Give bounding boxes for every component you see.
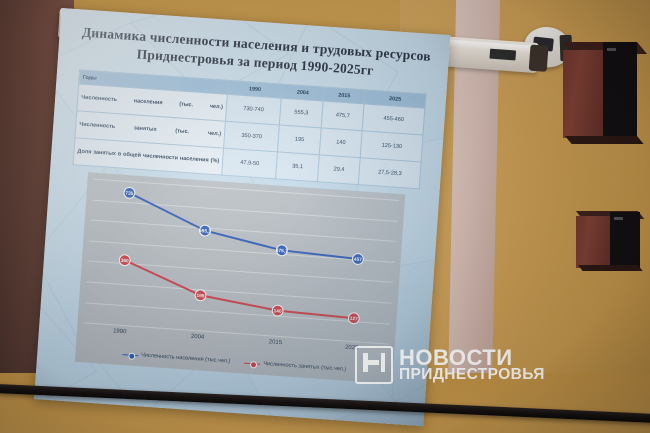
roller-end-cap	[528, 44, 549, 72]
series-line-1	[124, 259, 354, 320]
data-point-label: 140	[273, 308, 282, 315]
data-point-marker	[352, 253, 364, 265]
wall-speaker-upper	[563, 40, 648, 145]
speaker-side-face	[563, 50, 603, 138]
news-watermark: НОВОСТИ ПРИДНЕСТРОВЬЯ	[355, 341, 585, 389]
x-tick-2015: 2015	[268, 339, 283, 347]
x-tick-1990: 1990	[112, 328, 127, 336]
cell-share-2015: 29,4	[317, 154, 361, 185]
speaker-bottom-face	[578, 265, 643, 271]
cell-share-1990: 47,9-50	[221, 148, 278, 179]
wall-speaker-lower	[576, 210, 645, 272]
data-point-marker	[194, 289, 207, 302]
data-point-label: 555,3	[199, 228, 212, 235]
x-tick-2004: 2004	[190, 333, 205, 341]
legend-marker-red	[244, 360, 261, 369]
chart-plot-area: 735 555,3 475,7 457 360 195 140 127	[83, 178, 399, 345]
legend-item-employed: Численность занятых (тыс.чел.)	[244, 360, 346, 373]
data-point-label: 360	[120, 258, 129, 265]
data-point-marker	[347, 312, 360, 325]
data-point-label: 735	[125, 190, 134, 197]
legend-label-employed: Численность занятых (тыс.чел.)	[263, 360, 347, 373]
data-point-label: 475,7	[276, 248, 289, 255]
data-point-label: 195	[196, 293, 205, 300]
speaker-badge	[614, 217, 623, 220]
news-watermark-text: НОВОСТИ ПРИДНЕСТРОВЬЯ	[399, 345, 545, 384]
cell-employed-2025: 125-130	[360, 130, 423, 162]
data-point-marker	[199, 224, 211, 237]
cell-employed-1990: 350-370	[223, 121, 280, 152]
speaker-front-grille	[603, 42, 637, 140]
data-point-marker	[123, 186, 136, 199]
legend-label-population: Численность населения (тыс.чел.)	[140, 352, 231, 365]
speaker-badge	[607, 48, 616, 51]
news-logo-icon	[355, 346, 393, 384]
speaker-front-grille	[610, 212, 640, 268]
series-line-0	[128, 191, 359, 261]
cell-population-2025: 455-460	[362, 103, 425, 136]
cell-share-2004: 35,1	[275, 151, 320, 182]
data-point-marker	[118, 254, 131, 267]
data-point-label: 457	[354, 257, 363, 264]
data-point-marker	[271, 304, 284, 317]
data-point-label: 127	[350, 316, 359, 323]
cell-employed-2015: 140	[319, 127, 363, 158]
speaker-bottom-face	[565, 136, 644, 144]
speaker-side-face	[576, 216, 610, 268]
watermark-line1: НОВОСТИ	[399, 345, 513, 370]
chart-series-svg: 735 555,3 475,7 457 360 195 140 127	[118, 186, 364, 325]
cell-population-2004: 555,3	[279, 98, 323, 128]
legend-item-population: Численность населения (тыс.чел.)	[122, 351, 231, 365]
cell-population-1990: 730-740	[225, 94, 282, 125]
cell-population-2015: 475,7	[321, 100, 365, 131]
data-point-marker	[275, 244, 288, 257]
cell-share-2025: 27,5-28,3	[358, 157, 422, 189]
roller-label	[489, 48, 517, 61]
line-chart: 735 555,3 475,7 457 360 195 140 127 1990 2004 2…	[74, 172, 406, 384]
watermark-line2: ПРИДНЕСТРОВЬЯ	[399, 366, 545, 384]
cell-employed-2004: 195	[277, 124, 322, 155]
legend-marker-blue	[122, 351, 139, 360]
